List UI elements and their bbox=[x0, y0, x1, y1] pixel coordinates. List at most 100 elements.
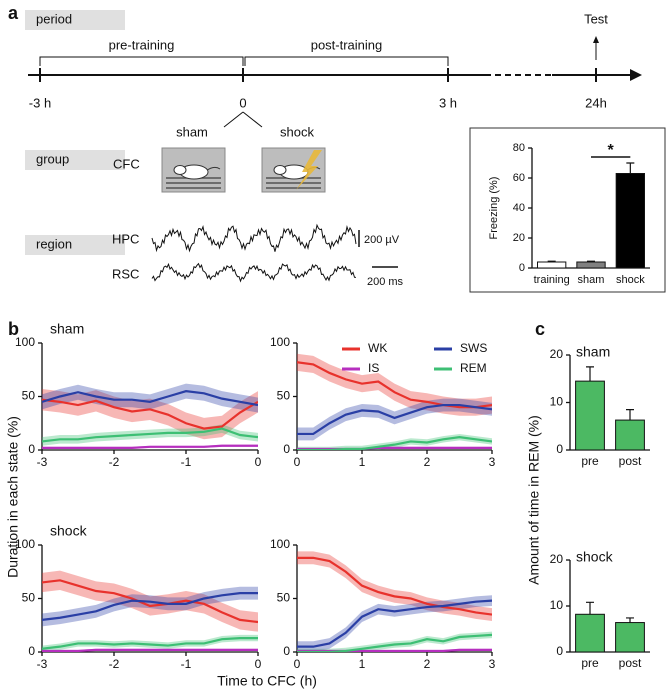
cfc-label: CFC bbox=[113, 156, 140, 171]
x-tick-label: 3 bbox=[489, 657, 496, 671]
bar bbox=[615, 622, 645, 653]
chart-title: sham bbox=[50, 321, 84, 337]
y-tick-label: 100 bbox=[15, 335, 35, 349]
group-name: sham bbox=[176, 124, 208, 139]
time-label: 0 bbox=[239, 95, 246, 110]
error-band bbox=[297, 398, 492, 441]
series-line bbox=[297, 648, 492, 652]
phase-bracket bbox=[39, 56, 244, 66]
x-tick-label: -3 bbox=[37, 455, 48, 469]
y-tick-label: 0 bbox=[556, 644, 563, 658]
time-label: 24h bbox=[585, 95, 607, 110]
x-tick-label: shock bbox=[616, 274, 645, 286]
y-tick-label: 20 bbox=[550, 552, 564, 566]
plot-area bbox=[297, 551, 492, 652]
y-axis-label: Duration in each state (%) bbox=[5, 416, 21, 578]
group-name: shock bbox=[280, 124, 314, 139]
x-tick-label: pre bbox=[581, 656, 599, 670]
bar bbox=[615, 419, 645, 451]
y-tick-label: 0 bbox=[28, 644, 35, 658]
y-tick-label: 40 bbox=[513, 202, 525, 214]
error-bar bbox=[626, 409, 634, 421]
y-tick-label: 100 bbox=[270, 537, 290, 551]
x-tick-label: -3 bbox=[37, 657, 48, 671]
y-tick-label: 50 bbox=[22, 389, 36, 403]
legend-label: REM bbox=[460, 361, 487, 375]
x-tick-label: pre bbox=[581, 454, 599, 468]
error-bar bbox=[626, 162, 635, 174]
arrow-head bbox=[593, 36, 599, 43]
y-tick-label: 80 bbox=[513, 142, 525, 154]
y-tick-label: 0 bbox=[283, 644, 290, 658]
shock-bolt bbox=[296, 150, 322, 190]
plot-area bbox=[297, 353, 492, 450]
series-line bbox=[42, 390, 258, 407]
series-line bbox=[42, 579, 258, 624]
row-label-box bbox=[25, 235, 125, 255]
time-label: 3 h bbox=[439, 95, 457, 110]
x-tick-label: 3 bbox=[489, 455, 496, 469]
eeg-trace bbox=[151, 262, 357, 283]
y-tick-label: 100 bbox=[270, 335, 290, 349]
row-label: period bbox=[36, 11, 72, 26]
chart-title: sham bbox=[576, 344, 610, 360]
error-band bbox=[297, 631, 492, 652]
series-line bbox=[297, 361, 492, 409]
error-bar bbox=[586, 366, 594, 382]
y-tick-label: 0 bbox=[556, 442, 563, 456]
x-tick-label: -2 bbox=[109, 657, 120, 671]
row-label-box bbox=[25, 10, 125, 30]
y-tick-label: 0 bbox=[519, 262, 525, 274]
x-tick-label: sham bbox=[578, 274, 605, 286]
error-bar bbox=[547, 260, 556, 262]
y-tick-label: 60 bbox=[513, 172, 525, 184]
series-line bbox=[42, 398, 258, 430]
error-band bbox=[297, 353, 492, 416]
legend-label: WK bbox=[368, 341, 387, 355]
error-band bbox=[297, 433, 492, 450]
x-tick-label: training bbox=[534, 274, 570, 286]
significance-mark: * bbox=[608, 142, 615, 159]
series-line bbox=[297, 599, 492, 648]
x-tick-label: post bbox=[619, 454, 642, 468]
arrow-head bbox=[630, 69, 642, 81]
bar bbox=[575, 613, 605, 653]
scale-label: 200 ms bbox=[367, 276, 404, 288]
x-tick-label: -2 bbox=[109, 455, 120, 469]
series-line bbox=[42, 427, 258, 443]
row-label: group bbox=[36, 151, 69, 166]
time-label: -3 h bbox=[29, 95, 51, 110]
x-tick-label: 1 bbox=[359, 657, 366, 671]
x-tick-label: 0 bbox=[255, 455, 262, 469]
y-tick-label: 50 bbox=[277, 591, 291, 605]
scale-label: 200 µV bbox=[364, 234, 400, 246]
plot-area bbox=[42, 383, 258, 449]
eeg-trace bbox=[151, 223, 357, 253]
error-bar bbox=[586, 601, 594, 615]
series-line bbox=[297, 633, 492, 652]
error-band bbox=[42, 383, 258, 413]
chart-title: shock bbox=[50, 523, 88, 539]
y-tick-label: 10 bbox=[550, 598, 564, 612]
mouse-head bbox=[273, 165, 287, 175]
x-tick-label: 0 bbox=[294, 657, 301, 671]
panel-label: b bbox=[8, 319, 19, 339]
phase-label: post-training bbox=[311, 37, 383, 52]
y-tick-label: 10 bbox=[550, 395, 564, 409]
series-line bbox=[42, 648, 258, 652]
y-axis-label: Freezing (%) bbox=[488, 177, 500, 240]
x-tick-label: 2 bbox=[424, 657, 431, 671]
row-label-box bbox=[25, 150, 125, 170]
x-tick-label: 0 bbox=[294, 455, 301, 469]
error-band bbox=[297, 595, 492, 652]
mouse-head bbox=[173, 165, 187, 175]
y-tick-label: 100 bbox=[15, 537, 35, 551]
series-line bbox=[297, 446, 492, 450]
y-tick-label: 0 bbox=[28, 442, 35, 456]
series-line bbox=[297, 556, 492, 616]
x-tick-label: 1 bbox=[359, 455, 366, 469]
y-tick-label: 20 bbox=[550, 347, 564, 361]
y-tick-label: 50 bbox=[22, 591, 36, 605]
legend-label: IS bbox=[368, 361, 379, 375]
x-axis-label: Time to CFC (h) bbox=[217, 673, 317, 689]
